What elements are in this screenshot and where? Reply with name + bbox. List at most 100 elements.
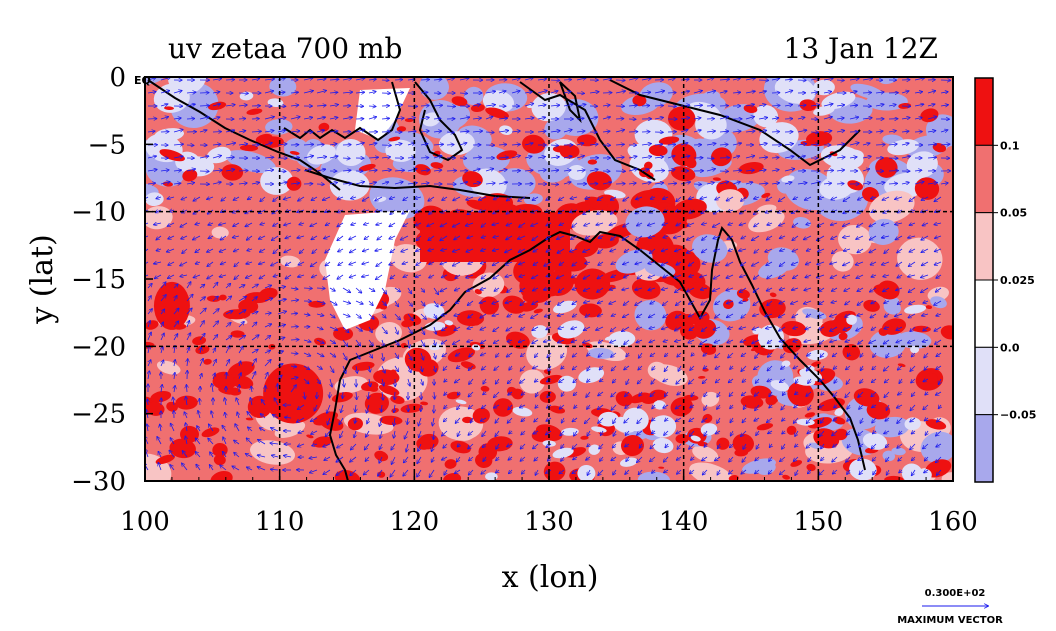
contour-patch bbox=[582, 342, 593, 349]
wind-arrow bbox=[147, 296, 151, 302]
wind-arrow bbox=[875, 145, 885, 146]
x-axis-label: x (lon) bbox=[502, 560, 599, 595]
wind-arrow bbox=[156, 249, 162, 251]
contour-patch bbox=[466, 199, 489, 211]
contour-patch bbox=[781, 360, 791, 367]
contour-patch bbox=[925, 459, 952, 478]
contour-patch bbox=[742, 458, 776, 474]
x-tick-label: 140 bbox=[659, 507, 709, 537]
contour-patch bbox=[269, 77, 297, 97]
contour-patch bbox=[169, 438, 196, 459]
contour-patch bbox=[578, 367, 605, 384]
contour-patch bbox=[533, 308, 543, 314]
contour-patch bbox=[702, 368, 709, 372]
contour-patch bbox=[649, 415, 677, 438]
wind-arrow bbox=[147, 309, 152, 315]
coast-borneo bbox=[283, 81, 402, 142]
contour-patch bbox=[227, 361, 255, 378]
wind-arrow bbox=[394, 80, 403, 81]
wind-arrow bbox=[238, 119, 246, 120]
contour-patch bbox=[670, 397, 693, 417]
contour-patch bbox=[698, 375, 706, 379]
wind-arrow bbox=[147, 183, 155, 184]
wind-arrow bbox=[147, 170, 157, 172]
contour-zero-region bbox=[325, 210, 410, 330]
contour-patch bbox=[312, 436, 332, 448]
wind-arrow bbox=[148, 321, 150, 328]
colorbar-label: 0.1 bbox=[1000, 139, 1020, 152]
wind-arrow bbox=[160, 117, 168, 119]
contour-patch bbox=[782, 474, 791, 480]
contour-patch bbox=[485, 472, 498, 481]
colorbar-label: −0.05 bbox=[1000, 409, 1036, 422]
contour-patch bbox=[451, 96, 468, 107]
wind-arrow bbox=[394, 93, 404, 94]
contour-patch bbox=[732, 433, 754, 454]
contour-patch bbox=[838, 332, 848, 341]
wind-arrow bbox=[420, 158, 429, 159]
wind-arrow bbox=[186, 119, 195, 120]
contour-patch bbox=[658, 466, 665, 469]
colorbar-label: 0.05 bbox=[1000, 207, 1027, 220]
wind-arrow bbox=[563, 80, 571, 81]
contour-patch bbox=[255, 133, 273, 144]
cyclone-core bbox=[263, 363, 324, 424]
wind-arrow bbox=[641, 106, 650, 107]
y-tick-label: −15 bbox=[71, 265, 126, 295]
contour-patch bbox=[790, 394, 810, 405]
wind-arrow bbox=[148, 360, 151, 367]
contour-patch bbox=[862, 187, 879, 202]
contour-patch bbox=[681, 313, 698, 325]
contour-patch bbox=[522, 291, 542, 303]
contour-patch bbox=[463, 146, 510, 174]
wind-arrow bbox=[145, 274, 149, 278]
contour-patch bbox=[647, 361, 667, 380]
wind-arrow bbox=[420, 106, 429, 107]
wind-arrow bbox=[155, 210, 162, 213]
contour-patch bbox=[164, 106, 174, 111]
wind-arrow bbox=[290, 327, 298, 328]
contour-patch bbox=[211, 226, 229, 239]
contour-patch bbox=[742, 298, 749, 302]
wind-arrow bbox=[145, 261, 149, 266]
colorbar-label: 0.025 bbox=[1000, 274, 1035, 287]
x-tick-label: 130 bbox=[524, 507, 574, 537]
wind-arrow bbox=[147, 424, 148, 432]
contour-patch bbox=[868, 190, 915, 223]
max-vector-value: 0.300E+02 bbox=[925, 588, 986, 599]
wind-arrow bbox=[147, 92, 156, 93]
contour-patch bbox=[289, 150, 300, 156]
colorbar-swatch bbox=[974, 279, 994, 348]
contour-patch bbox=[849, 458, 877, 481]
contour-patch bbox=[447, 347, 475, 363]
max-vector-legend: 0.300E+02 MAXIMUM VECTOR bbox=[897, 588, 1003, 626]
contour-patch bbox=[230, 330, 245, 338]
contour-patch bbox=[493, 398, 514, 417]
wind-arrow bbox=[615, 119, 624, 120]
contour-patch bbox=[379, 415, 403, 426]
max-vector-label: MAXIMUM VECTOR bbox=[897, 615, 1003, 626]
contour-zero-region bbox=[355, 88, 410, 140]
contour-patch bbox=[203, 358, 212, 365]
y-tick-label: 0 bbox=[109, 63, 126, 93]
contour-patch bbox=[615, 391, 633, 407]
wind-arrow bbox=[278, 384, 279, 393]
contour-patch bbox=[925, 305, 933, 310]
contour-patch bbox=[831, 251, 854, 272]
wind-arrow bbox=[342, 158, 350, 159]
wind-arrow bbox=[156, 235, 162, 240]
wind-arrow bbox=[446, 171, 456, 172]
contour-patch bbox=[420, 401, 429, 406]
wind-arrow bbox=[160, 91, 170, 93]
x-tick-label: 160 bbox=[928, 507, 978, 537]
contour-patch bbox=[689, 462, 734, 481]
y-tick-label: −25 bbox=[71, 400, 126, 430]
contour-patch bbox=[804, 412, 816, 418]
wind-arrow bbox=[160, 182, 170, 184]
contour-patch bbox=[588, 347, 614, 359]
wind-arrow bbox=[836, 80, 844, 81]
contour-patch bbox=[621, 434, 644, 457]
wind-arrow bbox=[199, 106, 209, 107]
contour-patch bbox=[897, 363, 906, 368]
